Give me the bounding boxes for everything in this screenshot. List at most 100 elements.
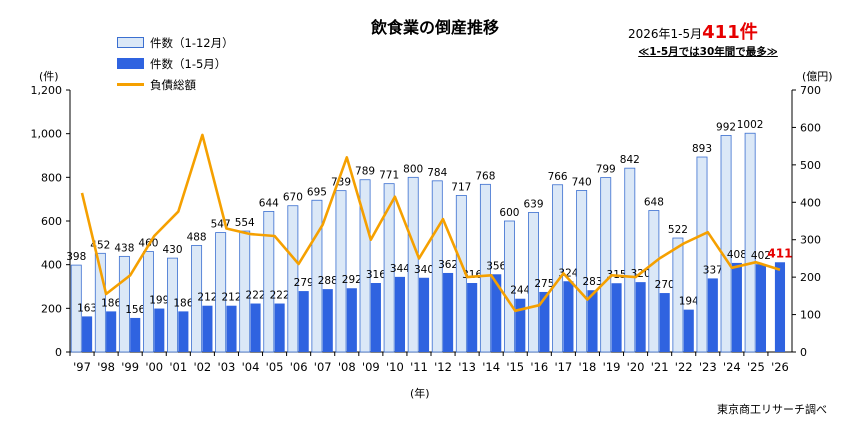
bar-full-year	[528, 212, 539, 353]
bar-jan-may-label: 244	[510, 285, 530, 297]
bar-full-year	[143, 251, 154, 353]
bar-full-year-label: 554	[235, 217, 255, 229]
bar-jan-may-label: 212	[221, 292, 241, 304]
legend-item-jan-may: 件数（1-5月）	[117, 53, 234, 74]
legend-item-debt: 負債総額	[117, 74, 234, 95]
left-tick-label: 1,000	[31, 128, 63, 141]
bar-jan-may-label: 156	[125, 304, 145, 316]
left-tick-label: 200	[41, 302, 62, 315]
bar-jan-may	[130, 317, 141, 352]
bar-jan-may-label: 270	[655, 279, 675, 291]
x-tick-label: '17	[554, 360, 572, 374]
x-tick-label: '16	[530, 360, 548, 374]
x-tick-label: '13	[458, 360, 476, 374]
left-tick-label: 400	[41, 259, 62, 272]
bar-jan-may	[298, 291, 309, 352]
x-tick-label: '15	[506, 360, 524, 374]
legend-label-full-year: 件数（1-12月）	[150, 35, 234, 50]
bar-jan-may	[443, 272, 454, 352]
bar-full-year	[167, 257, 178, 353]
bar-full-year	[239, 230, 251, 353]
bar-jan-may-label: 356	[486, 260, 506, 272]
x-tick-label: '11	[410, 360, 428, 374]
bar-full-year-label: 800	[403, 163, 423, 175]
bar-full-year-label: 600	[499, 207, 519, 219]
x-tick-label: '97	[73, 360, 91, 374]
bar-jan-may-label: 408	[727, 249, 747, 261]
bar-jan-may-label: 337	[703, 264, 723, 276]
bar-full-year	[576, 190, 588, 353]
x-tick-label: '21	[651, 360, 669, 374]
x-tick-label: '19	[603, 360, 621, 374]
bar-jan-may	[394, 276, 406, 352]
bar-jan-may	[178, 311, 189, 352]
bar-full-year	[311, 199, 323, 353]
legend: 件数（1-12月） 件数（1-5月） 負債総額	[117, 32, 234, 95]
right-axis-unit: (億円)	[802, 70, 833, 83]
bar-full-year-label: 398	[66, 251, 86, 263]
bar-jan-may	[539, 291, 550, 352]
bar-full-year-label: 648	[644, 197, 664, 209]
legend-swatch-jan-may	[117, 58, 144, 69]
bar-jan-may-label: 344	[390, 263, 410, 275]
right-tick-label: 100	[800, 309, 821, 322]
left-tick-label: 600	[41, 215, 62, 228]
bar-jan-may	[707, 278, 718, 352]
bar-full-year	[479, 183, 491, 353]
bar-full-year	[504, 220, 515, 353]
bar-jan-may	[322, 289, 333, 352]
bar-full-year	[744, 132, 756, 353]
bar-jan-may	[370, 283, 381, 352]
bar-jan-may	[82, 316, 93, 352]
left-tick-label: 1,200	[31, 84, 63, 97]
bar-jan-may	[515, 298, 526, 352]
bar-jan-may	[250, 303, 261, 352]
legend-item-full-year: 件数（1-12月）	[117, 32, 234, 53]
left-tick-label: 0	[55, 346, 62, 359]
bar-jan-may-label: 283	[582, 276, 602, 288]
headline: 2026年1-5月411件	[628, 18, 758, 44]
bar-full-year-label: 992	[716, 121, 736, 133]
right-tick-label: 600	[800, 121, 821, 134]
x-tick-label: '98	[97, 360, 115, 374]
bar-full-year-label: 695	[307, 186, 327, 198]
x-tick-label: '26	[771, 360, 789, 374]
bar-full-year-label: 639	[524, 198, 544, 210]
bar-jan-may-label: 362	[438, 259, 458, 271]
bar-jan-may	[346, 288, 357, 352]
x-tick-label: '01	[169, 360, 187, 374]
x-tick-label: '00	[145, 360, 163, 374]
legend-label-debt: 負債総額	[150, 77, 196, 92]
bar-jan-may-label: 186	[101, 297, 121, 309]
right-tick-label: 400	[800, 196, 821, 209]
bar-full-year	[118, 255, 130, 353]
bar-jan-may	[491, 274, 502, 352]
bar-full-year	[624, 167, 636, 353]
x-tick-label: '02	[193, 360, 211, 374]
bar-full-year-label: 784	[427, 167, 447, 179]
bar-full-year	[720, 135, 732, 353]
bar-jan-may	[611, 283, 622, 352]
bar-full-year-label: 717	[451, 181, 471, 193]
bar-full-year-label: 842	[620, 154, 640, 166]
x-tick-label: '06	[290, 360, 308, 374]
legend-label-jan-may: 件数（1-5月）	[150, 56, 227, 71]
x-tick-label: '09	[362, 360, 380, 374]
bar-full-year-label: 670	[283, 192, 303, 204]
bar-jan-may-label: 288	[318, 275, 338, 287]
chart-title: 飲食業の倒産推移	[370, 18, 499, 37]
bar-jan-may	[274, 303, 285, 352]
x-tick-label: '22	[675, 360, 693, 374]
headline-value: 411件	[702, 22, 758, 43]
x-tick-label: '18	[579, 360, 597, 374]
bar-jan-may-label: 222	[270, 290, 290, 302]
bar-full-year	[407, 176, 419, 353]
bar-jan-may	[635, 282, 646, 352]
right-tick-label: 200	[800, 271, 821, 284]
bar-jan-may	[467, 283, 478, 352]
bar-jan-may	[226, 305, 237, 352]
bar-full-year-label: 893	[692, 143, 712, 155]
bar-jan-may	[106, 311, 117, 352]
bar-full-year-label: 789	[355, 166, 375, 178]
